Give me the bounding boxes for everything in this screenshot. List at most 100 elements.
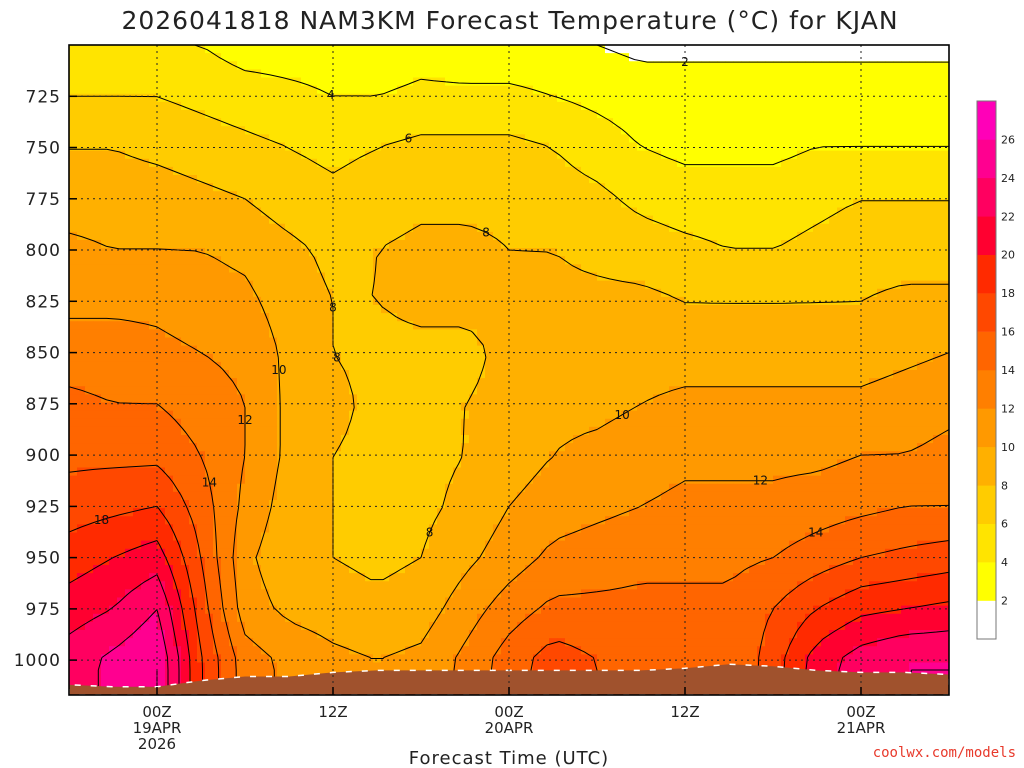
field-cell: [117, 53, 126, 62]
field-cell: [725, 134, 734, 144]
field-cell: [941, 69, 949, 79]
field-cell: [749, 370, 758, 379]
field-cell: [805, 321, 814, 330]
field-cell: [573, 223, 582, 233]
field-cell: [181, 158, 190, 168]
field-cell: [253, 288, 262, 298]
field-cell: [917, 337, 926, 347]
field-cell: [237, 215, 246, 225]
field-cell: [365, 142, 374, 152]
field-cell: [733, 45, 742, 54]
field-cell: [429, 126, 438, 135]
field-cell: [677, 329, 686, 339]
field-cell: [285, 240, 294, 249]
field-cell: [533, 329, 542, 339]
field-cell: [93, 158, 102, 168]
field-cell: [317, 223, 326, 233]
field-cell: [789, 223, 798, 233]
field-cell: [109, 231, 118, 241]
field-cell: [69, 288, 78, 298]
field-cell: [309, 183, 318, 192]
field-cell: [925, 199, 934, 209]
field-cell: [813, 150, 822, 160]
field-cell: [781, 337, 790, 347]
field-cell: [581, 215, 590, 225]
field-cell: [813, 175, 822, 184]
field-cell: [533, 280, 542, 290]
field-cell: [765, 386, 774, 395]
field-cell: [789, 45, 798, 54]
field-cell: [813, 183, 822, 192]
field-cell: [589, 45, 598, 54]
field-cell: [413, 231, 422, 241]
field-cell: [661, 280, 670, 290]
field-cell: [109, 329, 118, 339]
field-cell: [909, 231, 918, 241]
field-cell: [229, 142, 238, 152]
field-cell: [229, 240, 238, 249]
field-cell: [773, 61, 782, 70]
field-cell: [509, 101, 518, 111]
field-cell: [565, 142, 574, 152]
field-cell: [349, 69, 358, 79]
field-cell: [661, 223, 670, 233]
field-cell: [437, 207, 446, 217]
field-cell: [797, 256, 806, 265]
field-cell: [765, 394, 774, 404]
field-cell: [589, 118, 598, 127]
field-cell: [389, 402, 398, 412]
field-cell: [853, 134, 862, 144]
field-cell: [829, 386, 838, 395]
field-cell: [765, 101, 774, 111]
field-cell: [173, 166, 182, 176]
field-cell: [277, 337, 286, 347]
field-cell: [245, 353, 254, 363]
field-cell: [309, 410, 318, 420]
field-cell: [301, 93, 310, 103]
field-cell: [509, 61, 518, 70]
field-cell: [349, 272, 358, 282]
field-cell: [789, 370, 798, 379]
field-cell: [813, 158, 822, 168]
field-cell: [109, 61, 118, 70]
field-cell: [381, 93, 390, 103]
field-cell: [597, 264, 606, 274]
field-cell: [77, 69, 86, 79]
field-cell: [389, 191, 398, 200]
field-cell: [317, 361, 326, 371]
field-cell: [861, 231, 870, 241]
field-cell: [557, 378, 566, 387]
field-cell: [245, 175, 254, 184]
field-cell: [317, 45, 326, 54]
field-cell: [629, 345, 638, 355]
field-cell: [205, 313, 214, 322]
field-cell: [557, 142, 566, 152]
field-cell: [669, 353, 678, 363]
field-cell: [837, 175, 846, 184]
field-cell: [141, 264, 150, 274]
field-cell: [605, 207, 614, 217]
field-cell: [605, 53, 614, 62]
field-cell: [789, 110, 798, 119]
field-cell: [725, 101, 734, 111]
field-cell: [469, 240, 478, 249]
field-cell: [117, 77, 126, 87]
field-cell: [773, 142, 782, 152]
field-cell: [165, 223, 174, 233]
field-cell: [549, 337, 558, 347]
field-cell: [757, 183, 766, 192]
field-cell: [933, 45, 942, 54]
field-cell: [165, 345, 174, 355]
field-cell: [85, 361, 94, 371]
field-cell: [597, 296, 606, 306]
field-cell: [933, 361, 942, 371]
field-cell: [549, 118, 558, 127]
field-cell: [525, 110, 534, 119]
field-cell: [437, 337, 446, 347]
field-cell: [93, 288, 102, 298]
field-cell: [453, 175, 462, 184]
field-cell: [69, 126, 78, 135]
field-cell: [541, 53, 550, 62]
field-cell: [701, 378, 710, 387]
field-cell: [765, 296, 774, 306]
